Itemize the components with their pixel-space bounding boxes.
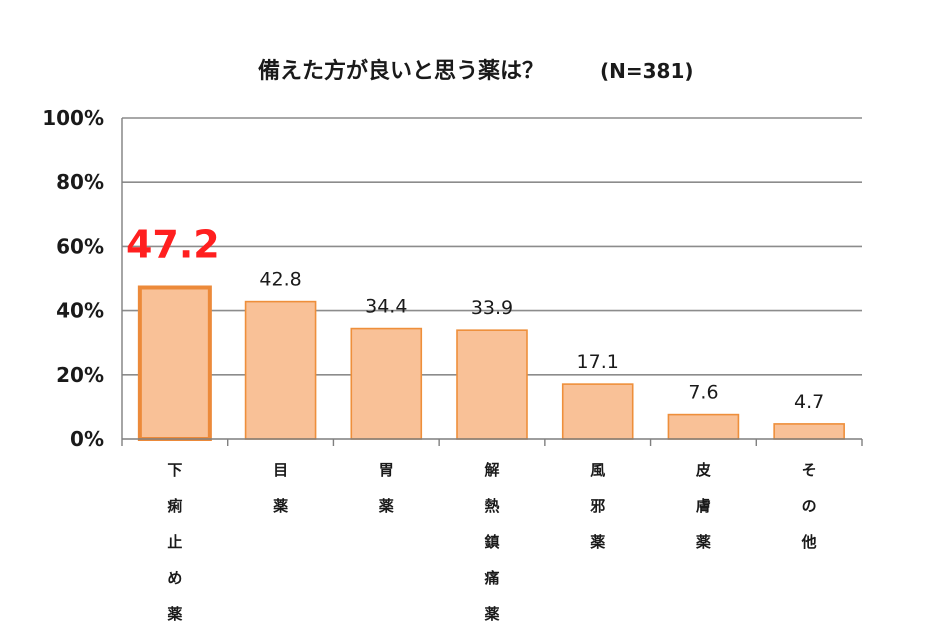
y-tick-label: 40% (56, 299, 104, 323)
category-label-char: 痢 (167, 497, 182, 515)
bar (773, 423, 845, 440)
bar (244, 300, 317, 440)
category-label-char: 薬 (589, 533, 605, 551)
bar (350, 327, 423, 440)
y-axis: 0% 20% 40% 60% 80% 100% (42, 106, 104, 451)
category-label-char: 解 (484, 461, 499, 479)
category-label: 皮膚薬 (695, 461, 711, 551)
category-label-char: め (167, 569, 182, 587)
category-label-char: 鎮 (484, 533, 499, 551)
y-tick-label: 20% (56, 363, 104, 387)
category-label: その他 (801, 461, 817, 551)
category-label: 風邪薬 (589, 461, 605, 551)
data-label: 7.6 (688, 382, 718, 404)
data-label: 4.7 (794, 391, 824, 413)
chart-subtitle: (N=381) (600, 59, 694, 83)
category-label-char: 熱 (484, 497, 499, 515)
category-label-char: 薬 (695, 533, 711, 551)
category-label-char: 薬 (272, 497, 288, 515)
category-label-char: 他 (801, 533, 817, 551)
category-label: 胃薬 (378, 461, 394, 515)
y-tick-label: 100% (42, 106, 104, 130)
category-label-char: 目 (273, 461, 288, 479)
category-label-char: そ (802, 461, 817, 479)
category-label-char: 皮 (696, 461, 711, 479)
category-label-char: 止 (167, 533, 182, 551)
data-label: 42.8 (259, 269, 301, 291)
category-label-char: 胃 (379, 461, 394, 479)
bar (456, 329, 528, 440)
bars (137, 285, 845, 441)
data-labels: 47.2 42.8 34.4 33.9 17.1 7.6 4.7 (126, 222, 824, 412)
category-label-char: 薬 (166, 605, 182, 623)
y-tick-label: 80% (56, 170, 104, 194)
category-label: 目薬 (272, 461, 288, 515)
category-label-char: 膚 (696, 497, 711, 515)
category-label-char: 邪 (589, 497, 605, 515)
data-label: 47.2 (126, 222, 220, 266)
category-label-char: の (802, 497, 817, 515)
category-label-char: 下 (167, 461, 182, 479)
data-label: 17.1 (577, 351, 619, 373)
bar (561, 383, 634, 440)
bar (137, 285, 212, 441)
y-tick-label: 60% (56, 234, 104, 258)
y-tick-label: 0% (70, 427, 104, 451)
bar (667, 413, 740, 440)
category-label-char: 薬 (378, 497, 394, 515)
chart-title: 備えた方が良いと思う薬は？ (258, 58, 544, 84)
category-label-char: 痛 (483, 569, 499, 587)
data-label: 33.9 (471, 297, 513, 319)
category-label-char: 風 (590, 461, 605, 479)
category-label-char: 薬 (483, 605, 499, 623)
x-axis (121, 118, 863, 446)
data-label: 34.4 (365, 296, 407, 318)
